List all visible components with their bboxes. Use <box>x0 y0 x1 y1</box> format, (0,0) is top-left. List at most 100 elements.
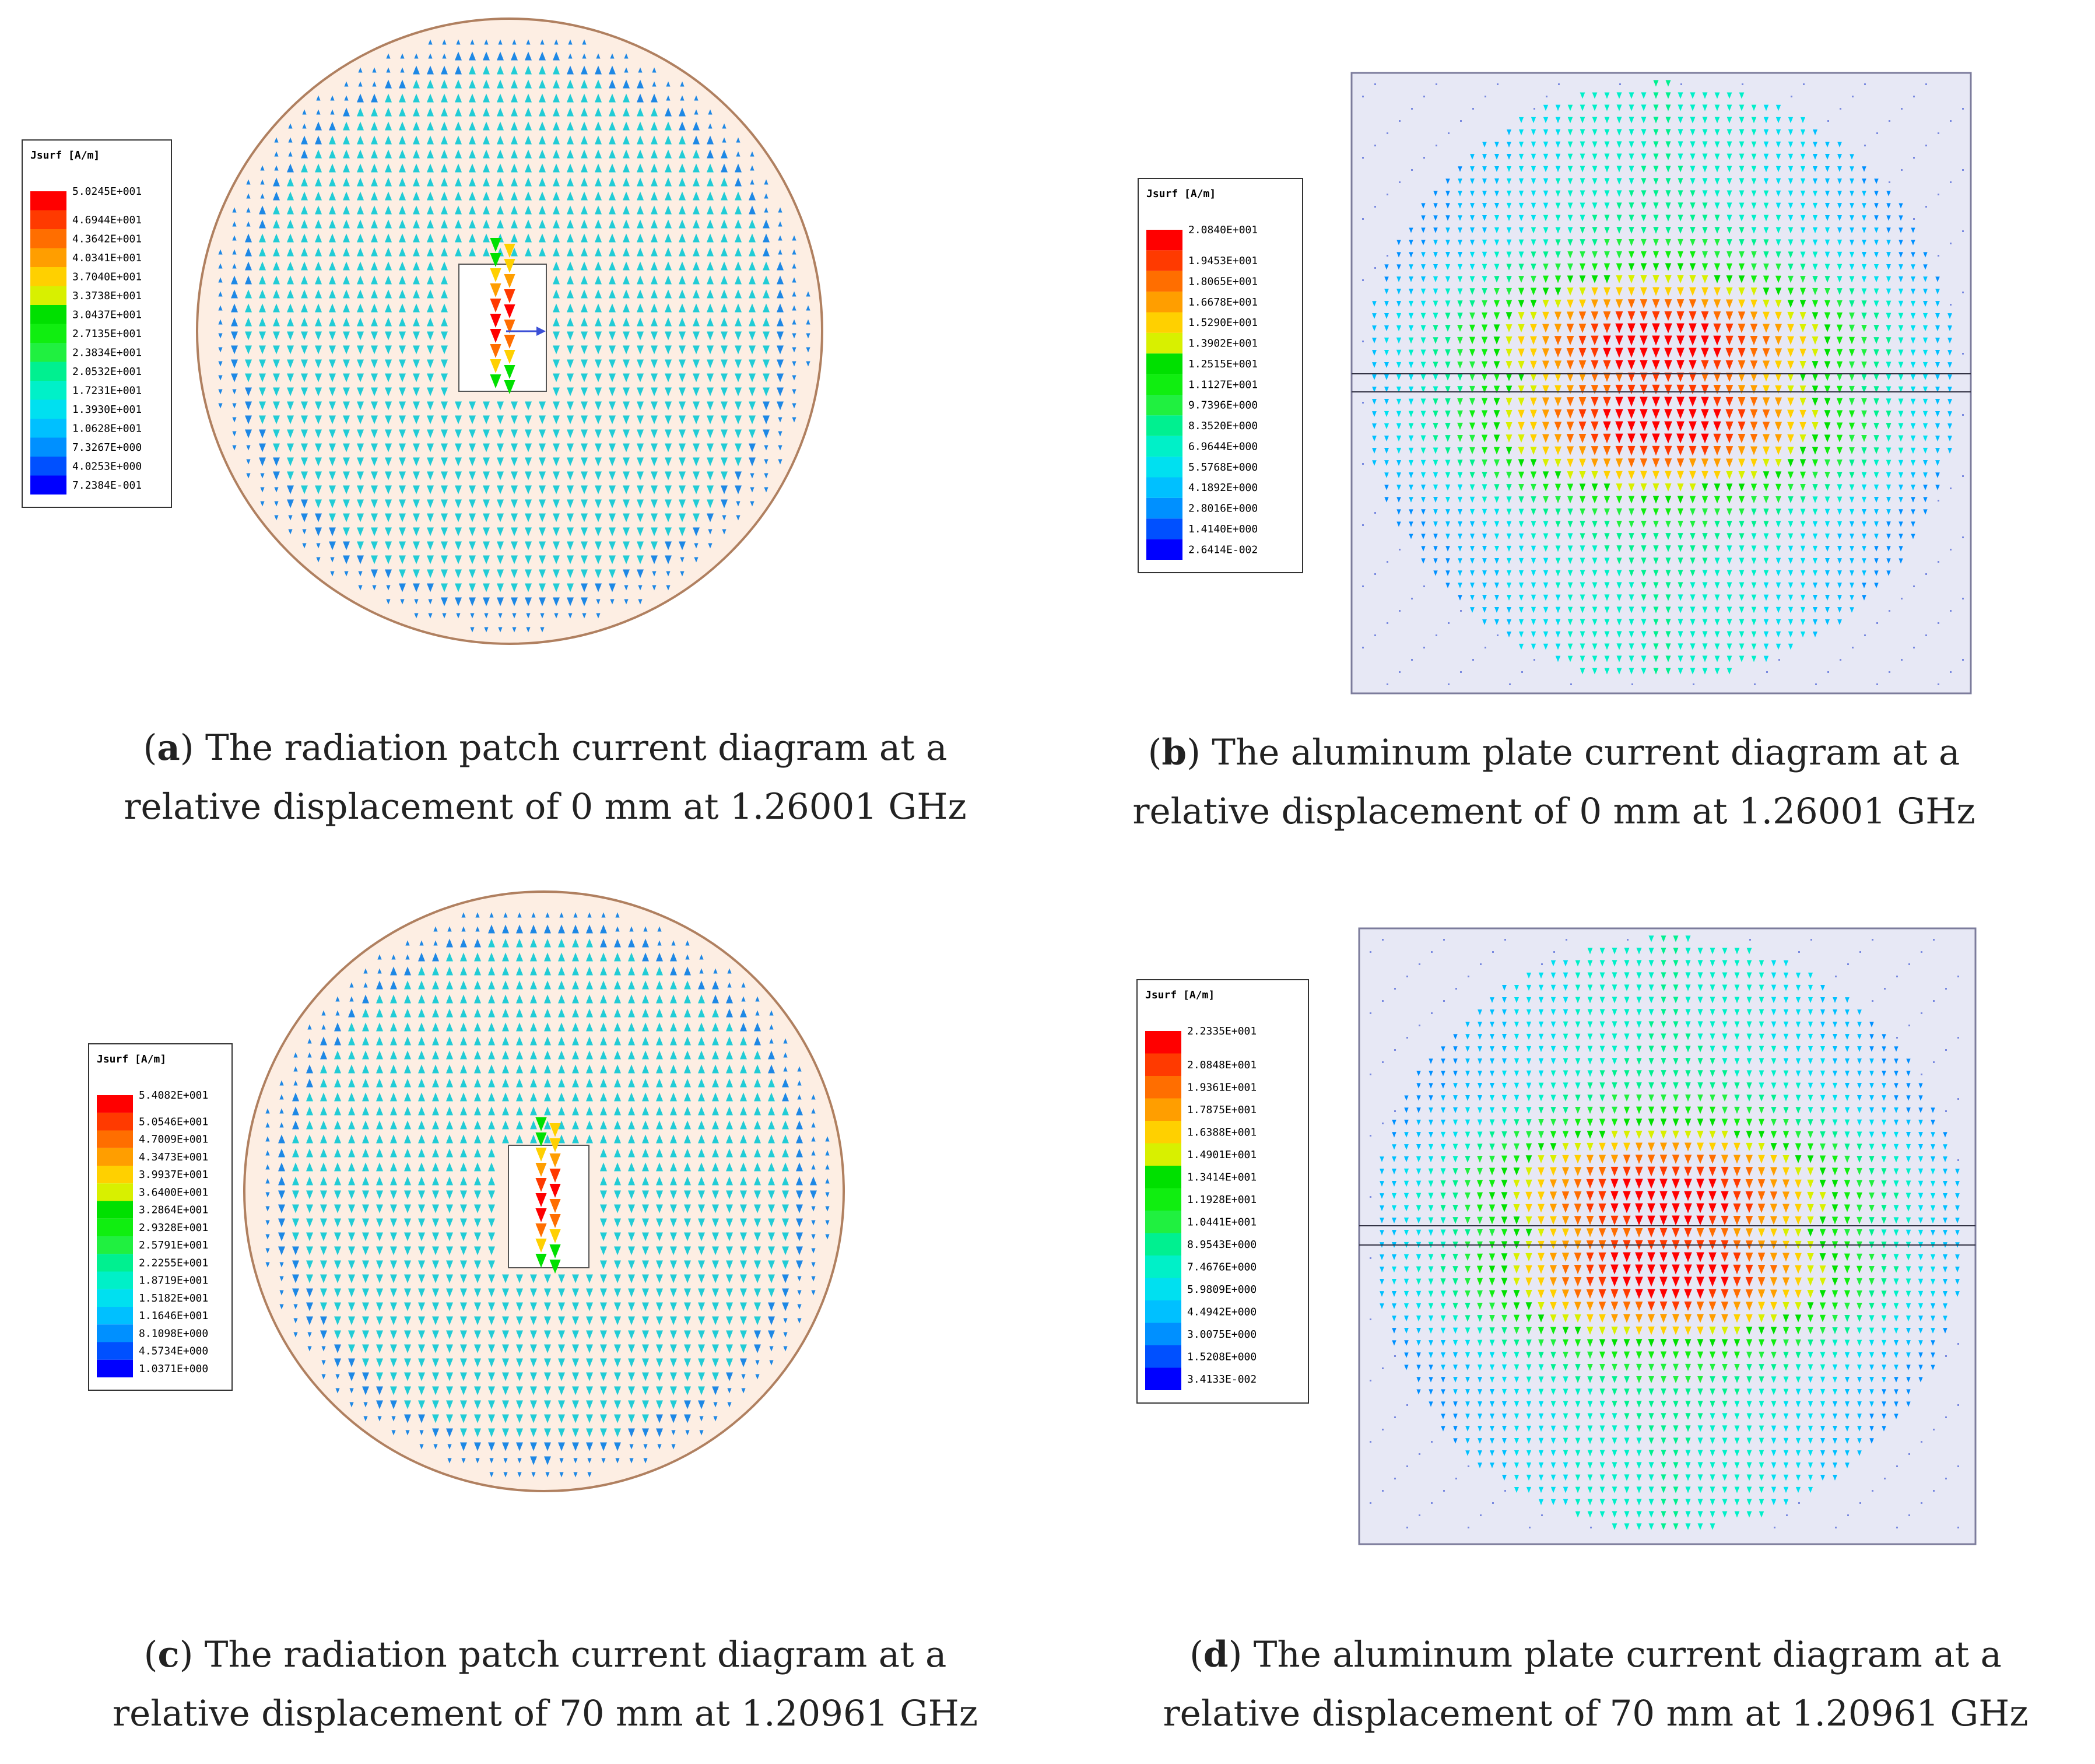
current-arrow <box>707 331 714 341</box>
current-arrow <box>721 387 728 397</box>
current-arrow <box>441 569 448 578</box>
current-arrow <box>693 149 700 159</box>
current-dot <box>1382 1000 1384 1002</box>
current-arrow <box>777 317 784 327</box>
current-arrow <box>567 331 574 341</box>
current-arrow <box>806 291 810 297</box>
current-arrow <box>287 261 294 271</box>
current-arrow <box>287 443 294 453</box>
current-arrow <box>595 233 602 243</box>
current-arrow <box>315 191 322 201</box>
current-arrow <box>665 289 672 299</box>
current-arrow <box>749 457 756 467</box>
current-arrow <box>637 373 644 383</box>
legend-tick-label: 1.7231E+001 <box>72 384 142 397</box>
current-arrow <box>763 275 770 285</box>
current-dot <box>1680 83 1682 85</box>
current-arrow <box>287 331 294 341</box>
current-arrow <box>777 303 784 313</box>
current-arrow <box>525 191 532 201</box>
current-arrow <box>623 373 630 383</box>
current-arrow <box>273 289 280 299</box>
current-dot <box>1840 108 1841 110</box>
current-arrow <box>357 289 364 299</box>
current-arrow <box>595 247 602 257</box>
current-arrow <box>623 569 630 578</box>
current-arrow <box>763 317 770 327</box>
current-arrow <box>483 415 490 425</box>
current-arrow <box>623 93 630 103</box>
current-arrow <box>497 121 504 131</box>
current-arrow <box>554 613 559 619</box>
current-arrow <box>553 499 560 508</box>
current-arrow <box>357 149 364 159</box>
current-arrow <box>1616 104 1622 111</box>
current-arrow <box>665 471 672 481</box>
current-arrow <box>273 261 280 271</box>
current-dot <box>1399 120 1401 122</box>
current-arrow <box>231 359 238 369</box>
current-arrow <box>609 345 616 355</box>
current-arrow <box>427 191 434 201</box>
current-arrow <box>567 541 574 550</box>
current-arrow <box>371 513 378 522</box>
current-arrow <box>609 289 616 299</box>
current-arrow <box>539 149 546 159</box>
current-arrow <box>1653 92 1659 99</box>
current-arrow <box>749 289 756 299</box>
current-arrow <box>414 599 419 605</box>
current-arrow <box>427 359 434 369</box>
current-arrow <box>637 485 644 495</box>
current-arrow <box>428 613 433 619</box>
current-arrow <box>274 515 279 521</box>
current-arrow <box>581 569 588 578</box>
current-arrow <box>246 459 251 465</box>
current-arrow <box>623 219 630 229</box>
current-arrow <box>344 571 349 577</box>
current-arrow <box>357 163 364 173</box>
current-arrow <box>385 205 392 215</box>
current-dot <box>1443 1000 1445 1002</box>
current-arrow <box>371 331 378 341</box>
current-arrow <box>637 471 644 481</box>
current-arrow <box>497 135 504 145</box>
current-arrow <box>1690 92 1696 99</box>
current-arrow <box>301 499 308 508</box>
current-arrow <box>582 39 587 45</box>
current-arrow <box>1567 104 1573 111</box>
current-arrow <box>287 191 294 201</box>
current-arrow <box>357 485 364 495</box>
current-arrow <box>483 79 490 89</box>
current-arrow <box>1726 117 1732 124</box>
current-arrow <box>504 380 515 394</box>
current-arrow <box>679 401 686 411</box>
current-arrow <box>735 191 742 201</box>
current-arrow <box>539 65 546 75</box>
current-arrow <box>399 415 406 425</box>
aluminum-plate <box>1350 72 1972 695</box>
current-arrow <box>665 527 672 536</box>
current-arrow <box>666 585 671 591</box>
current-dot <box>1460 120 1462 122</box>
current-arrow <box>623 247 630 257</box>
current-arrow <box>581 583 588 592</box>
current-arrow <box>707 233 714 243</box>
current-arrow <box>246 193 251 199</box>
current-arrow <box>525 65 532 75</box>
current-arrow <box>260 165 265 171</box>
current-dot <box>1431 951 1433 953</box>
current-arrow <box>567 135 574 145</box>
current-arrow <box>581 541 588 550</box>
current-arrow <box>441 359 448 369</box>
current-arrow <box>539 121 546 131</box>
current-arrow <box>371 317 378 327</box>
current-arrow <box>581 429 588 439</box>
current-arrow <box>778 431 782 437</box>
current-arrow <box>497 177 504 187</box>
current-arrow <box>679 317 686 327</box>
current-arrow <box>623 471 630 481</box>
legend-tick-label: 3.3738E+001 <box>72 290 142 302</box>
current-arrow <box>413 415 420 425</box>
current-arrow <box>735 443 742 453</box>
current-arrow <box>595 541 602 550</box>
